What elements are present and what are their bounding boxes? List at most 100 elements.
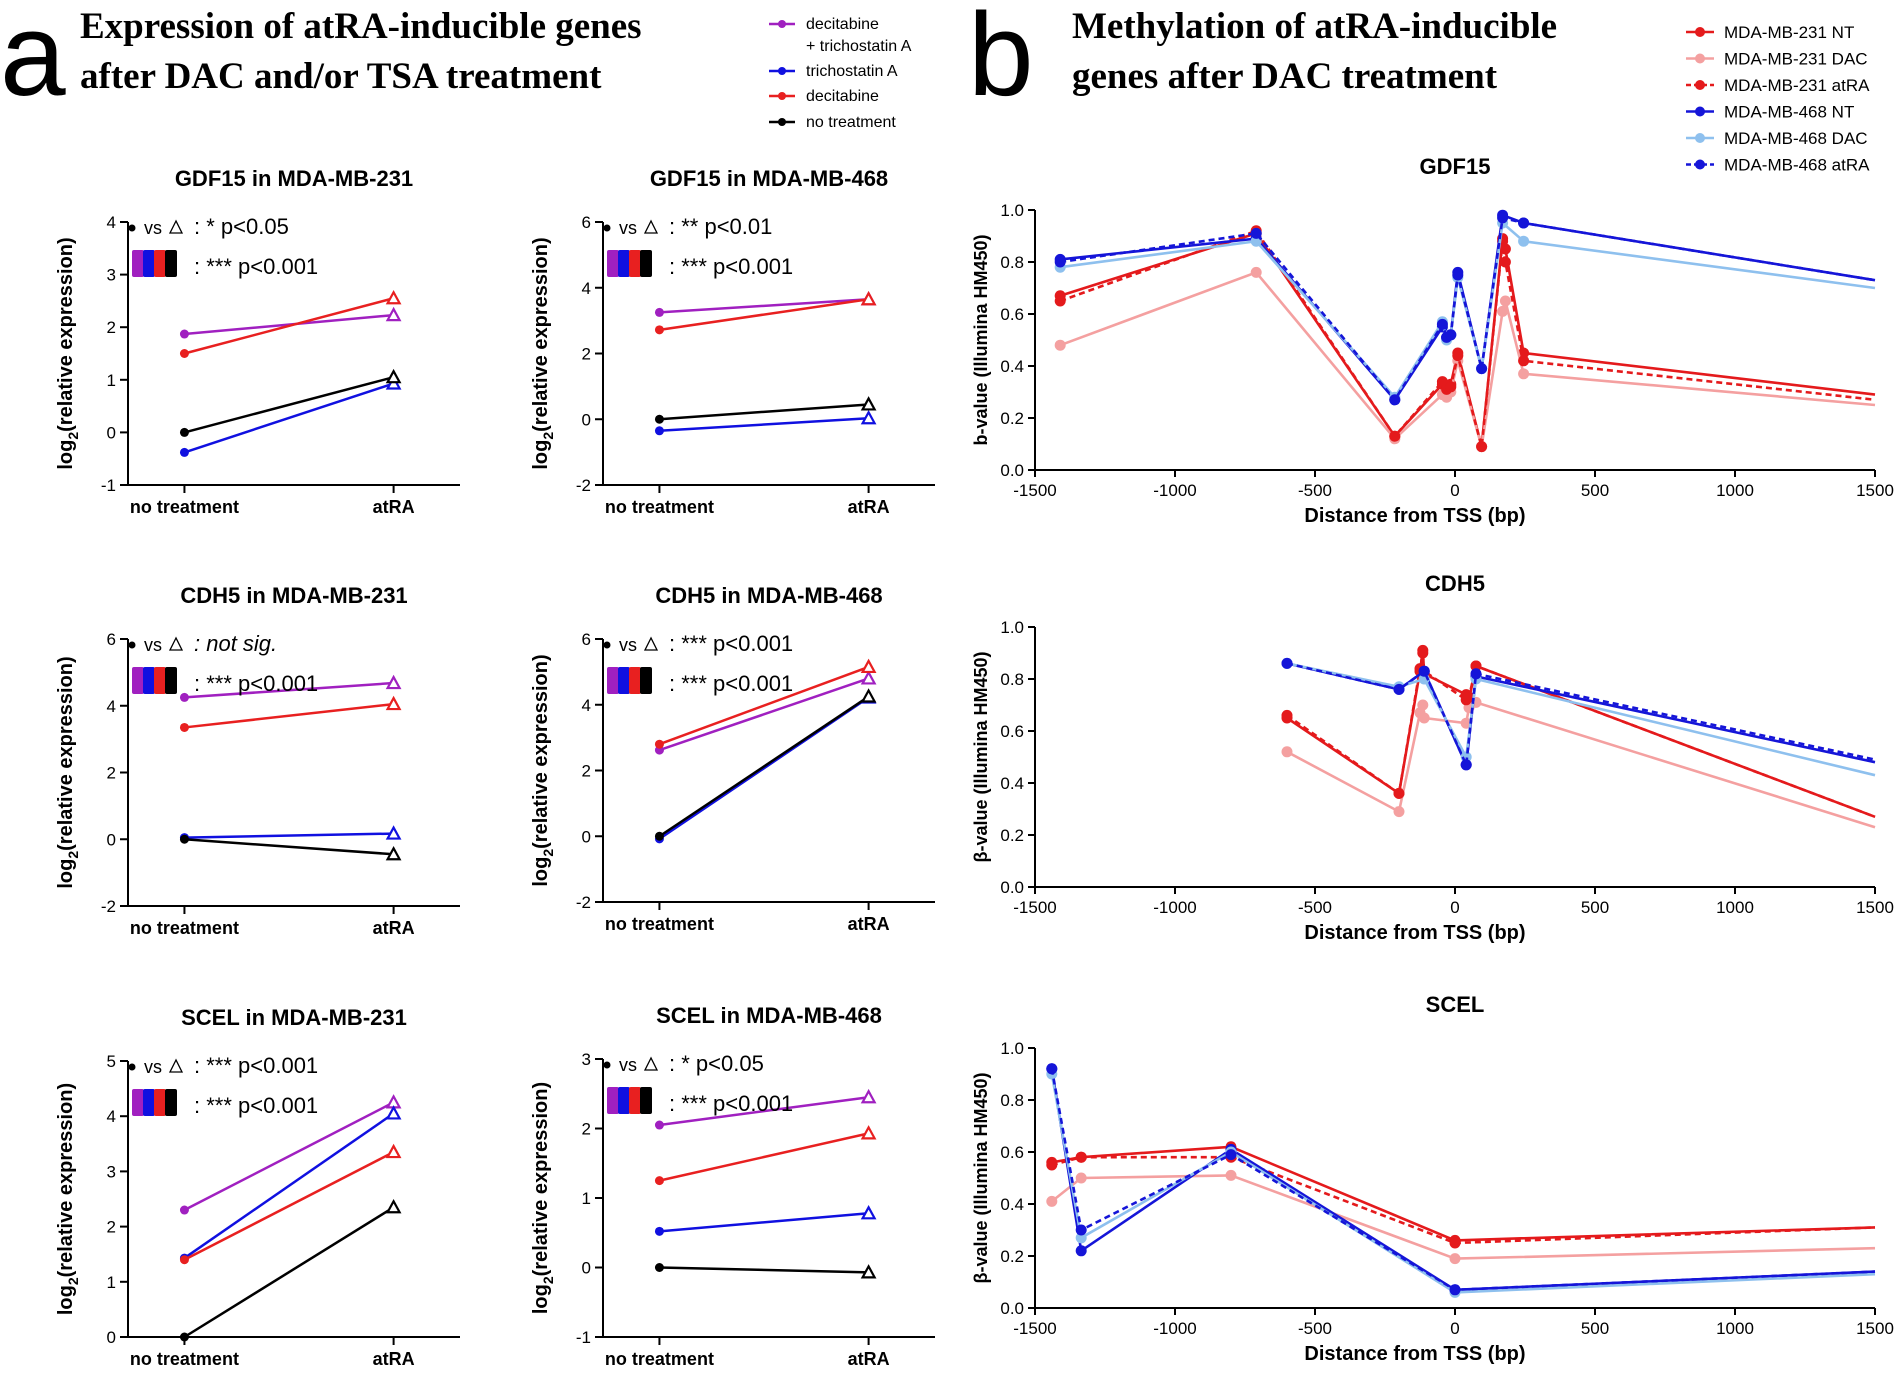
annotation-triangle bbox=[643, 219, 659, 234]
annotation-triangle bbox=[168, 1058, 184, 1073]
point-atra bbox=[385, 695, 402, 711]
y-tick-label: 2 bbox=[582, 762, 591, 781]
y-tick-label: 0.4 bbox=[1000, 357, 1024, 376]
annotation-color-box bbox=[132, 250, 144, 277]
point-atra bbox=[385, 845, 402, 861]
charts: GDF15 in MDA-MB-231 -1 0 1 2 3 4 no treatment at… bbox=[55, 154, 1894, 1369]
point-atra bbox=[385, 1143, 402, 1159]
legend-b-label: MDA-MB-468 atRA bbox=[1724, 156, 1870, 175]
x-tick-label: no treatment bbox=[605, 1349, 714, 1369]
y-tick-label: 1 bbox=[107, 1273, 116, 1292]
x-tick-label: -1000 bbox=[1153, 1319, 1196, 1338]
point-no-treatment bbox=[179, 722, 189, 732]
x-axis-label: Distance from TSS (bp) bbox=[1304, 1343, 1525, 1365]
y-axis-label: β-value (Illumina HM450) bbox=[971, 651, 991, 862]
annotation-color-box bbox=[154, 250, 166, 277]
panel-a-title-line1: Expression of atRA-inducible genes bbox=[80, 6, 642, 47]
y-tick-label: 0.0 bbox=[1000, 1299, 1024, 1318]
annotation-color-box bbox=[640, 1087, 652, 1114]
data-point bbox=[1054, 339, 1066, 351]
legend-a-marker bbox=[778, 118, 786, 126]
legend-a-marker bbox=[778, 20, 786, 28]
methylation-chart-meth-scel: SCEL 0.0 0.2 0.4 0.6 0.8 1.0 -1500 -1000 -500 0 500… bbox=[971, 992, 1894, 1365]
y-tick-label: 0.6 bbox=[1000, 305, 1024, 324]
annotation-color-box bbox=[154, 1089, 166, 1116]
legend-b-label: MDA-MB-231 NT bbox=[1724, 23, 1854, 42]
legend-b-marker bbox=[1695, 53, 1705, 64]
y-tick-label: 6 bbox=[582, 213, 591, 232]
data-point bbox=[1417, 699, 1429, 711]
expression-chart-gdf15-231: GDF15 in MDA-MB-231 -1 0 1 2 3 4 no treatment at… bbox=[55, 166, 460, 517]
series-line bbox=[659, 1095, 869, 1127]
data-point bbox=[1470, 668, 1482, 680]
annotation-dot bbox=[603, 224, 611, 232]
data-point bbox=[1046, 1195, 1058, 1207]
annotation-text-1: : ** p<0.01 bbox=[669, 214, 772, 239]
y-tick-label: 0.8 bbox=[1000, 1091, 1024, 1110]
annotation-color-box bbox=[629, 1087, 641, 1114]
point-atra bbox=[860, 396, 877, 411]
series-line bbox=[1059, 270, 1876, 447]
expression-chart-cdh5-231: CDH5 in MDA-MB-231 -2 0 2 4 6 no treatment atRA… bbox=[55, 583, 460, 938]
point-atra bbox=[385, 674, 402, 690]
y-axis-label-sub: 2 bbox=[65, 1277, 81, 1285]
annotation-vs: vs bbox=[144, 218, 162, 238]
panel-b-letter: b bbox=[968, 0, 1034, 121]
point-no-treatment bbox=[654, 1120, 664, 1130]
point-atra bbox=[860, 1088, 877, 1104]
annotation-color-box bbox=[629, 667, 641, 694]
point-no-treatment bbox=[179, 692, 189, 702]
point-atra bbox=[385, 368, 402, 384]
annotation-color-box bbox=[607, 250, 619, 277]
y-tick-label: 0 bbox=[107, 1328, 116, 1347]
series-line bbox=[1286, 700, 1876, 829]
data-point bbox=[1445, 381, 1457, 393]
annotation-color-box bbox=[618, 250, 630, 277]
series-line bbox=[1050, 1068, 1876, 1292]
y-axis-label-rest: (relative expression) bbox=[55, 237, 77, 432]
y-axis-label: b-value (Illumina HM450) bbox=[971, 234, 991, 445]
y-tick-label: 1 bbox=[107, 371, 116, 390]
series-line bbox=[659, 665, 870, 746]
point-no-treatment bbox=[179, 447, 189, 457]
x-tick-label: -1500 bbox=[1013, 1319, 1056, 1338]
chart-title: CDH5 bbox=[1425, 571, 1485, 596]
data-point bbox=[1393, 787, 1405, 799]
annotation-color-box bbox=[629, 250, 641, 277]
point-atra bbox=[860, 658, 877, 674]
annotation-color-box bbox=[165, 250, 177, 277]
series-line bbox=[183, 1112, 395, 1260]
legend-a-label: + trichostatin A bbox=[806, 38, 912, 55]
x-tick-label: 1000 bbox=[1716, 898, 1754, 917]
y-tick-label: 6 bbox=[582, 630, 591, 649]
x-tick-label: atRA bbox=[848, 1349, 890, 1369]
series-line bbox=[184, 375, 394, 434]
chart-title: GDF15 in MDA-MB-231 bbox=[175, 166, 413, 191]
y-tick-label: 4 bbox=[107, 213, 116, 232]
data-point bbox=[1389, 430, 1401, 442]
series-line bbox=[184, 382, 394, 454]
annotation-color-box bbox=[132, 1089, 144, 1116]
y-tick-label: 0.2 bbox=[1000, 826, 1024, 845]
x-tick-label: 500 bbox=[1581, 1319, 1609, 1338]
series-line bbox=[659, 403, 869, 421]
y-tick-label: 0.8 bbox=[1000, 670, 1024, 689]
y-tick-label: 0 bbox=[582, 827, 591, 846]
data-point bbox=[1470, 660, 1482, 672]
legend-a-marker bbox=[778, 67, 786, 75]
y-tick-label: 3 bbox=[582, 1050, 591, 1069]
legend-a-label: decitabine bbox=[806, 16, 879, 33]
y-tick-label: 0 bbox=[107, 830, 116, 849]
point-atra bbox=[860, 688, 877, 703]
data-point bbox=[1445, 329, 1457, 341]
y-axis-label-rest: (relative expression) bbox=[55, 656, 77, 851]
data-point bbox=[1075, 1151, 1087, 1163]
y-tick-label: 0 bbox=[582, 1259, 591, 1278]
annotation-color-box bbox=[165, 1089, 177, 1116]
annotation-dot bbox=[128, 1063, 136, 1071]
x-tick-label: -1500 bbox=[1013, 898, 1056, 917]
y-axis-label-sub: 2 bbox=[65, 851, 81, 859]
y-axis-label: log2(relative expression) bbox=[55, 1083, 81, 1315]
y-tick-label: 4 bbox=[107, 697, 116, 716]
annotation-text-2: : *** p<0.001 bbox=[669, 671, 793, 696]
